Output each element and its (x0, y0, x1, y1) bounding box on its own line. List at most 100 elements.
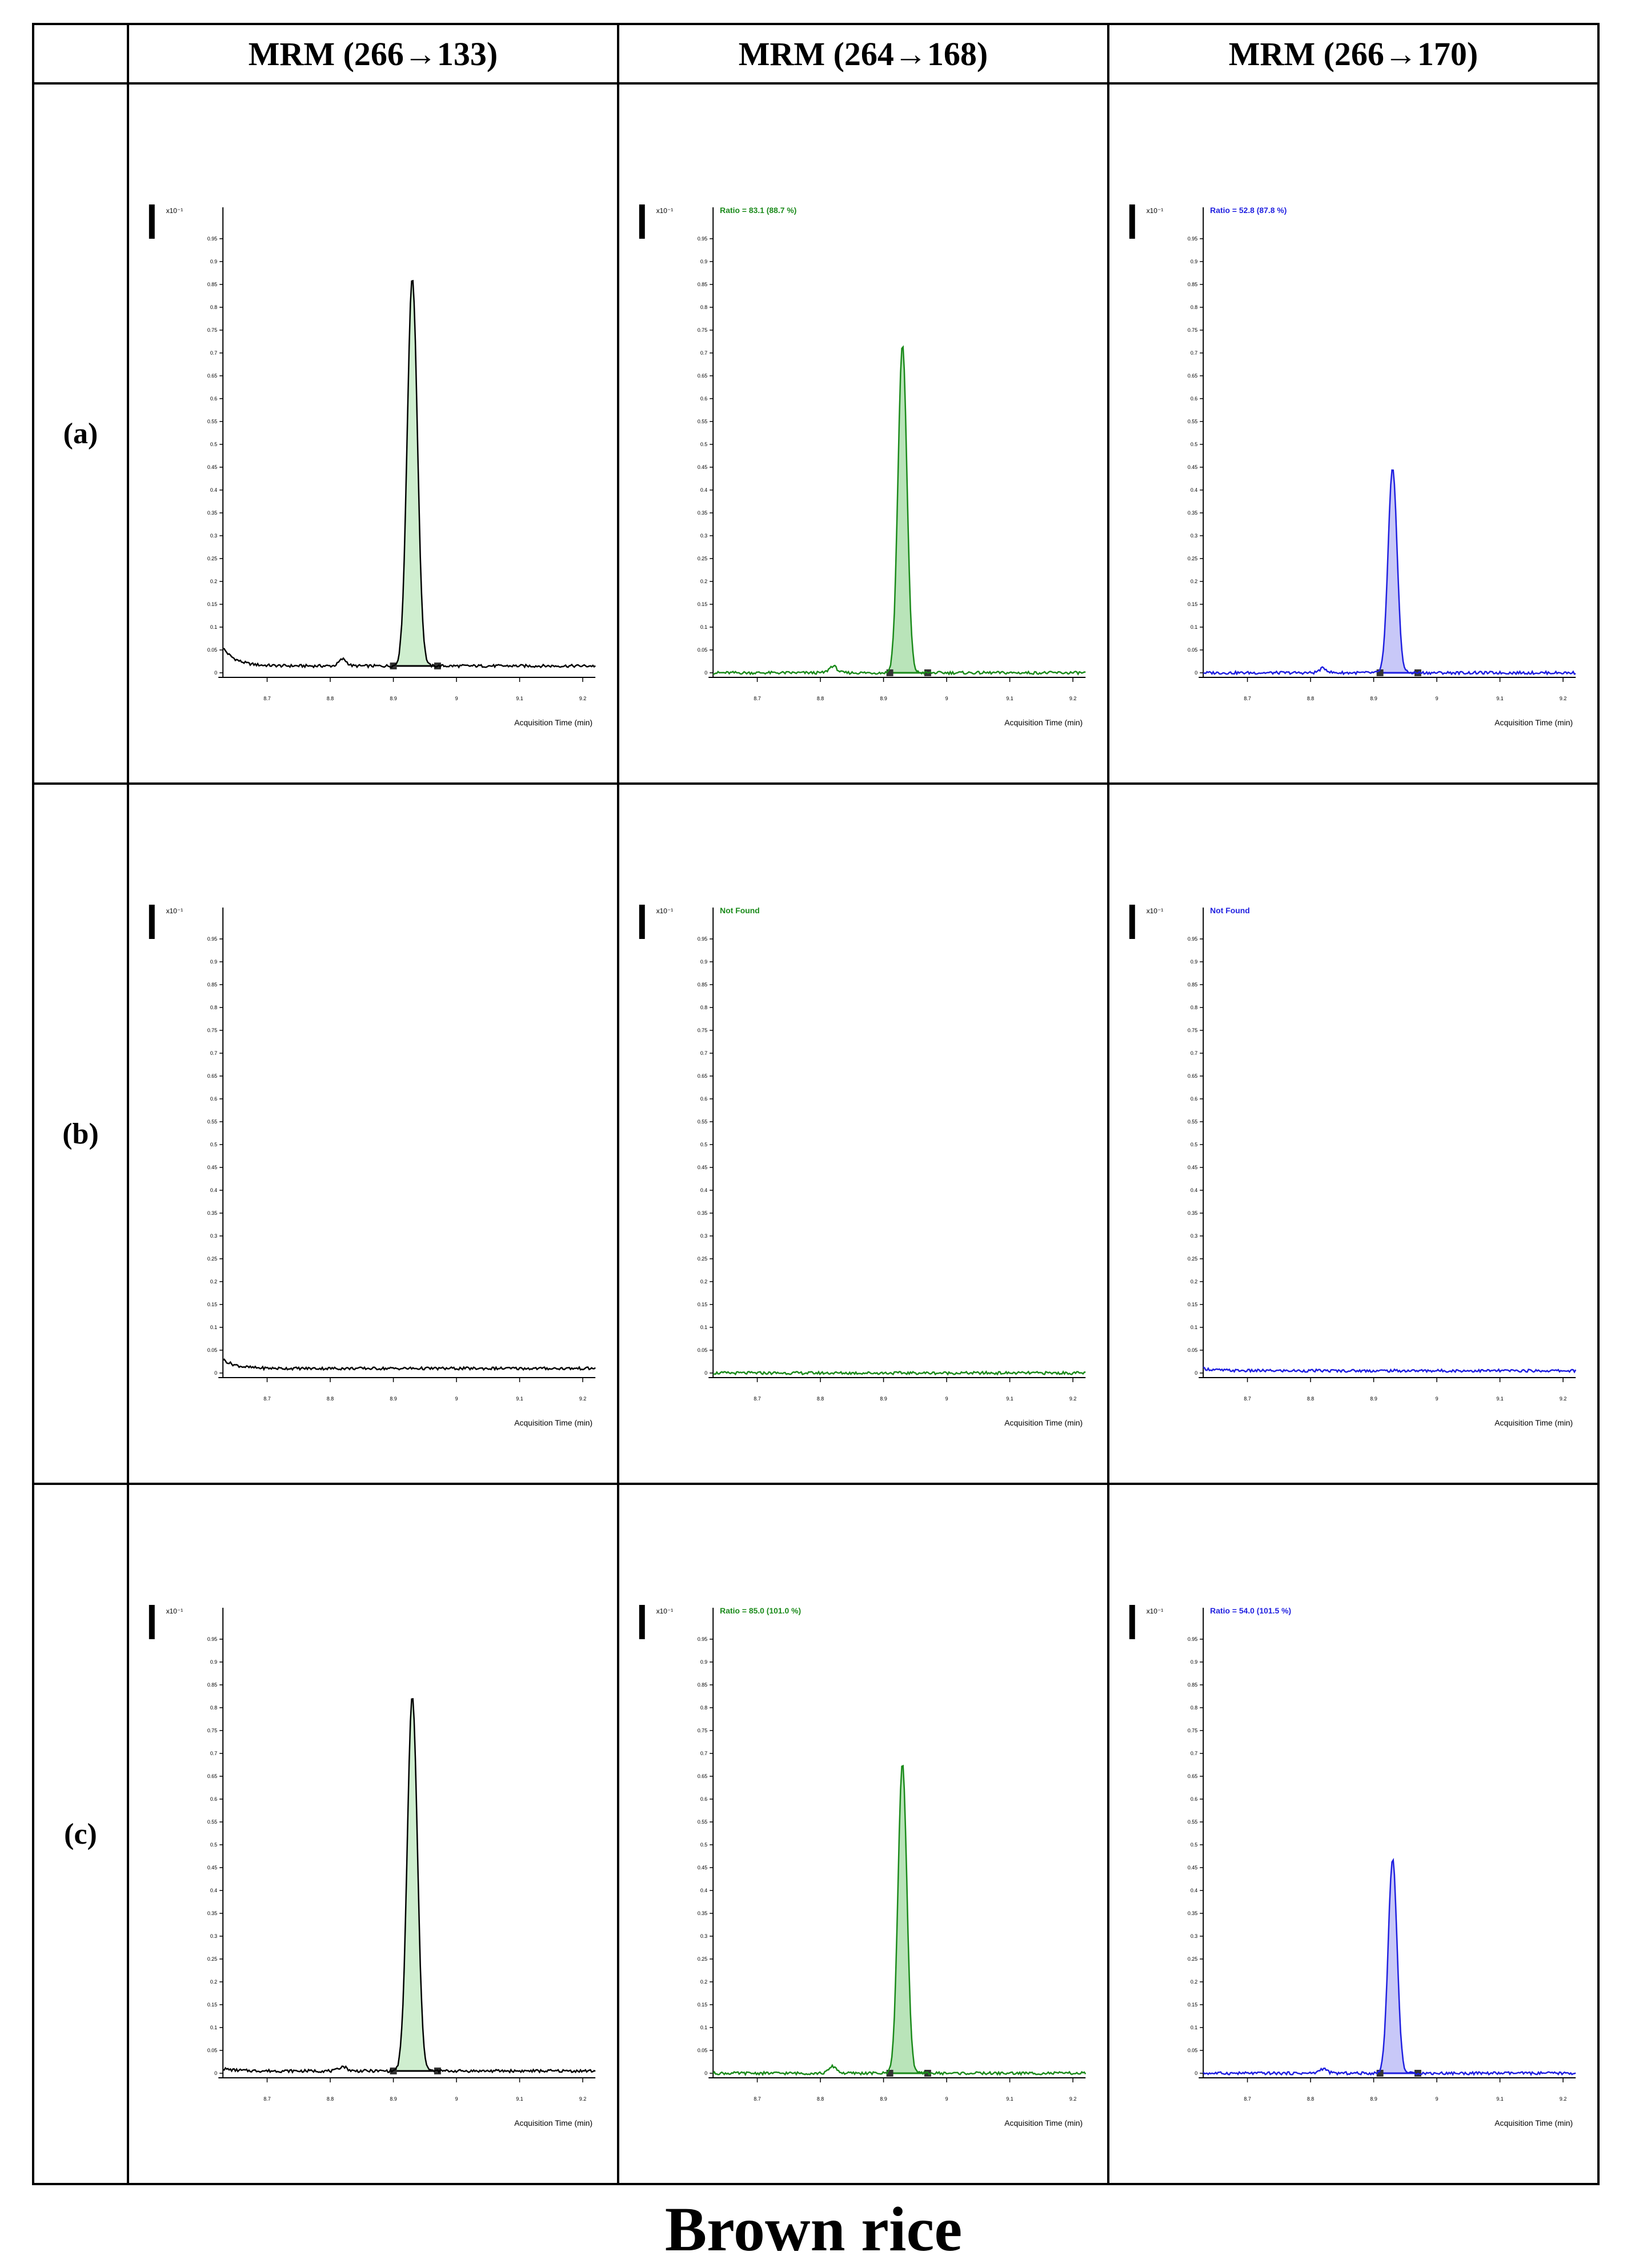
x-tick-label: 8.7 (754, 696, 760, 701)
y-tick-label: 0.9 (210, 959, 217, 965)
x-tick-label: 9 (455, 1396, 458, 1402)
y-tick-label: 0.45 (207, 1165, 217, 1170)
y-tick-label: 0.7 (1191, 1050, 1197, 1056)
y-tick-label: 0.55 (1188, 419, 1197, 424)
y-tick-label: 0.9 (700, 1659, 707, 1665)
y-tick-label: 0.5 (1191, 1142, 1197, 1147)
y-tick-label: 0.75 (1188, 327, 1197, 333)
integrated-peak-area (394, 280, 437, 667)
y-tick-label: 0.65 (698, 1773, 707, 1779)
y-tick-label: 0.75 (207, 1728, 217, 1733)
y-tick-label: 0.9 (1191, 1659, 1197, 1665)
y-tick-label: 0.1 (1191, 624, 1197, 630)
y-tick-label: 0.2 (1191, 579, 1197, 584)
y-tick-label: 0.4 (1191, 1888, 1197, 1893)
x-tick-label: 8.7 (754, 1396, 760, 1402)
ratio-annotation: Not Found (1210, 906, 1250, 915)
y-tick-label: 0.2 (1191, 1279, 1197, 1284)
y-tick-label: 0.25 (1188, 556, 1197, 561)
y-tick-label: 0.45 (1188, 1865, 1197, 1870)
y-axis-glyph (149, 204, 155, 239)
y-tick-label: 0.35 (207, 510, 217, 516)
y-tick-label: 0.8 (1191, 304, 1197, 310)
y-axis-glyph (639, 905, 645, 939)
y-tick-label: 0.4 (1191, 1187, 1197, 1193)
y-tick-label: 0.5 (210, 1842, 217, 1848)
y-tick-label: 0.95 (1188, 1636, 1197, 1642)
y-tick-label: 0.1 (210, 1324, 217, 1330)
y-tick-label: 0.35 (207, 1210, 217, 1216)
ratio-annotation: Ratio = 85.0 (101.0 %) (720, 1606, 801, 1615)
y-tick-label: 0.15 (698, 601, 707, 607)
y-tick-label: 0.25 (698, 556, 707, 561)
y-tick-label: 0.7 (700, 1050, 707, 1056)
y-tick-label: 0.85 (207, 1682, 217, 1688)
y-tick-label: 0.55 (698, 1819, 707, 1825)
signal-trace (1203, 1857, 1576, 2076)
ratio-annotation: Ratio = 54.0 (101.5 %) (1210, 1606, 1291, 1615)
y-tick-label: 0.95 (207, 236, 217, 242)
y-tick-label: 0.65 (1188, 1773, 1197, 1779)
chart-cell: 0 0.05 0.1 0.15 0.2 0.25 0.3 0.35 0.4 0.45 0.5 0.55… (1107, 82, 1600, 785)
y-tick-label: 0.55 (207, 1119, 217, 1125)
y-tick-label: 0.35 (1188, 1910, 1197, 1916)
y-tick-label: 0.3 (1191, 1933, 1197, 1939)
y-tick-label: 0.7 (1191, 1751, 1197, 1756)
y-tick-label: 0.35 (1188, 1210, 1197, 1216)
figure-grid: MRM (266→133) MRM (264→168) MRM (266→170… (32, 23, 1600, 2185)
y-tick-label: 0.25 (207, 1256, 217, 1262)
y-tick-label: 0.9 (700, 259, 707, 264)
y-axis-glyph (639, 204, 645, 239)
chromatogram-c-1: 0 0.05 0.1 0.15 0.2 0.25 0.3 0.35 0.4 0.45 0.5 0.55… (149, 1605, 596, 2127)
y-tick-label: 0.75 (698, 1728, 707, 1733)
figure-caption: Brown rice (664, 2194, 963, 2264)
y-tick-label: 0.2 (210, 1979, 217, 1985)
x-tick-label: 9 (945, 2096, 948, 2102)
y-tick-label: 0.25 (1188, 1256, 1197, 1262)
y-tick-label: 0.25 (698, 1956, 707, 1962)
x-tick-label: 8.7 (263, 1396, 270, 1402)
row-c: (c) 0 0.05 0.1 0.15 0.2 0.25 0.3 0.35 0.4 0.45 0.5… (32, 1483, 1600, 2185)
x-tick-label: 9.2 (1069, 1396, 1076, 1402)
y-tick-label: 0.6 (210, 396, 217, 402)
x-axis-label: Acquisition Time (min) (514, 718, 592, 727)
x-tick-label: 8.7 (1244, 696, 1251, 701)
y-tick-label: 0.6 (1191, 1796, 1197, 1802)
signal-trace (222, 1698, 596, 2074)
chart-cell: 0 0.05 0.1 0.15 0.2 0.25 0.3 0.35 0.4 0.45 0.5 0.55… (617, 82, 1109, 785)
x-tick-label: 9.1 (1006, 1396, 1013, 1402)
x-tick-label: 8.7 (1244, 2096, 1251, 2102)
y-tick-label: 0.9 (1191, 959, 1197, 965)
y-tick-label: 0.45 (207, 464, 217, 470)
y-tick-label: 0.95 (698, 1636, 707, 1642)
y-tick-label: 0.15 (1188, 2002, 1197, 2008)
y-tick-label: 0.35 (207, 1910, 217, 1916)
y-tick-label: 0 (214, 1370, 217, 1376)
chromatogram-a-3: 0 0.05 0.1 0.15 0.2 0.25 0.3 0.35 0.4 0.45 0.5 0.55… (1129, 204, 1576, 727)
ratio-annotation: Ratio = 83.1 (88.7 %) (720, 206, 796, 215)
y-tick-label: 0.95 (698, 236, 707, 242)
y-tick-label: 0.95 (207, 1636, 217, 1642)
y-tick-label: 0.4 (210, 1187, 217, 1193)
x-tick-label: 8.9 (1370, 696, 1377, 701)
y-tick-label: 0.4 (700, 1187, 707, 1193)
y-tick-label: 0.45 (698, 464, 707, 470)
y-tick-label: 0.35 (698, 1910, 707, 1916)
row-label-c: (c) (32, 1483, 129, 2185)
x-tick-label: 8.9 (390, 2096, 396, 2102)
x-tick-label: 8.7 (263, 696, 270, 701)
y-multiplier: x10⁻¹ (656, 207, 674, 215)
y-tick-label: 0.7 (210, 1751, 217, 1756)
x-tick-label: 8.9 (390, 696, 396, 701)
row-a: (a) 0 0.05 0.1 0.15 0.2 0.25 0.3 0.35 0.4 0.45 0.5… (32, 82, 1600, 785)
x-axis-label: Acquisition Time (min) (1004, 718, 1083, 727)
y-tick-label: 0.65 (207, 1073, 217, 1079)
x-tick-label: 8.7 (1244, 1396, 1251, 1402)
y-tick-label: 0 (1195, 2070, 1197, 2076)
y-tick-label: 0.75 (207, 327, 217, 333)
y-tick-label: 0.05 (698, 2048, 707, 2053)
chromatogram-b-3: 0 0.05 0.1 0.15 0.2 0.25 0.3 0.35 0.4 0.45 0.5 0.55… (1129, 905, 1577, 1427)
y-tick-label: 0.9 (210, 259, 217, 264)
y-tick-label: 0.8 (210, 304, 217, 310)
y-tick-label: 0.65 (698, 1073, 707, 1079)
